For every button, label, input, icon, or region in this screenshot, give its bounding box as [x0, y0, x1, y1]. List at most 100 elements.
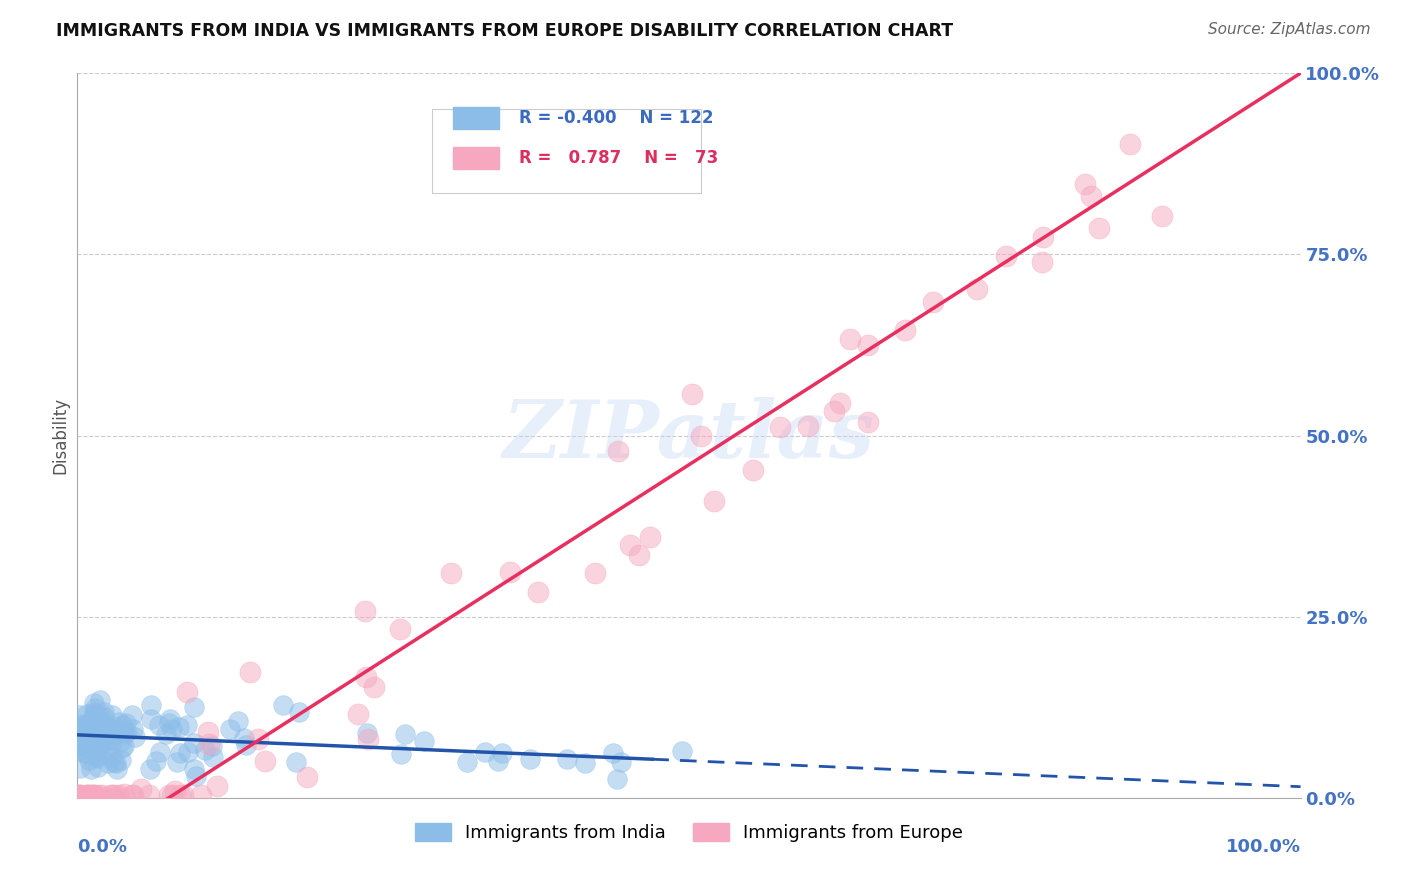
Point [177, 745, 200, 759]
Point [103, 755, 125, 769]
Y-axis label: Disability: Disability [51, 397, 69, 475]
Point [83, 788, 105, 802]
Point [610, 756, 633, 770]
Point [104, 788, 127, 802]
Point [858, 415, 880, 429]
Text: ZIPatlas: ZIPatlas [503, 397, 875, 475]
Point [93, 705, 115, 719]
Text: R = -0.400    N = 122: R = -0.400 N = 122 [519, 109, 713, 127]
Point [87, 732, 110, 747]
Point [183, 700, 205, 714]
Point [254, 754, 277, 768]
Point [67, 788, 90, 802]
Point [104, 720, 127, 734]
Point [166, 755, 188, 769]
Point [86, 723, 108, 738]
Point [67, 739, 90, 753]
Point [69, 761, 91, 775]
Point [797, 418, 820, 433]
Point [1074, 177, 1097, 191]
Point [157, 788, 180, 802]
Point [1119, 136, 1142, 151]
Point [769, 419, 792, 434]
Point [76, 707, 98, 722]
Text: IMMIGRANTS FROM INDIA VS IMMIGRANTS FROM EUROPE DISABILITY CORRELATION CHART: IMMIGRANTS FROM INDIA VS IMMIGRANTS FROM… [56, 22, 953, 40]
Point [1032, 230, 1054, 244]
Point [82, 788, 104, 802]
Point [86, 709, 108, 723]
Point [76, 739, 98, 753]
Point [183, 762, 205, 776]
Point [77, 717, 100, 731]
Point [69, 743, 91, 757]
Point [83, 726, 105, 740]
Point [233, 731, 256, 745]
Point [346, 707, 368, 722]
Point [89, 788, 111, 802]
Point [894, 323, 917, 337]
Point [86, 751, 108, 765]
Point [100, 788, 122, 802]
Point [97, 721, 120, 735]
Text: R =   0.787    N =   73: R = 0.787 N = 73 [519, 149, 718, 167]
Point [235, 738, 257, 752]
Point [388, 622, 411, 636]
Point [90, 710, 112, 724]
Point [162, 722, 184, 736]
Point [121, 788, 143, 802]
Point [83, 696, 105, 710]
Point [80, 725, 103, 739]
Point [94, 729, 117, 743]
Point [172, 788, 194, 802]
Point [90, 721, 112, 735]
Point [499, 566, 522, 580]
Point [101, 750, 124, 764]
Point [627, 548, 650, 562]
FancyBboxPatch shape [453, 107, 499, 129]
Point [994, 249, 1017, 263]
Point [440, 566, 463, 581]
Point [76, 747, 98, 761]
Point [108, 734, 131, 748]
Point [169, 788, 191, 802]
Point [288, 705, 311, 719]
Point [115, 725, 138, 739]
Point [354, 604, 377, 618]
Point [363, 680, 385, 694]
Point [80, 762, 103, 776]
Point [176, 685, 198, 699]
Point [101, 707, 124, 722]
Point [155, 727, 177, 741]
Point [100, 737, 122, 751]
Point [73, 746, 96, 760]
Point [114, 725, 136, 739]
Point [84, 749, 107, 764]
Point [67, 723, 90, 738]
Point [163, 784, 186, 798]
Point [77, 788, 100, 802]
Point [284, 756, 307, 770]
Point [75, 788, 97, 802]
Point [159, 712, 181, 726]
Point [101, 788, 124, 802]
Point [1087, 221, 1109, 235]
Point [87, 760, 110, 774]
Point [703, 493, 725, 508]
Point [190, 788, 212, 802]
Point [583, 566, 606, 580]
Point [79, 736, 101, 750]
Point [205, 779, 228, 793]
Point [184, 769, 207, 783]
Point [574, 756, 596, 770]
Point [112, 787, 135, 801]
Point [183, 736, 205, 750]
Point [474, 745, 496, 759]
Point [79, 788, 101, 802]
Point [129, 782, 152, 797]
Point [75, 741, 97, 756]
Point [105, 725, 128, 739]
Point [84, 732, 107, 747]
Text: Source: ZipAtlas.com: Source: ZipAtlas.com [1208, 22, 1371, 37]
Point [389, 747, 412, 761]
Point [456, 756, 478, 770]
